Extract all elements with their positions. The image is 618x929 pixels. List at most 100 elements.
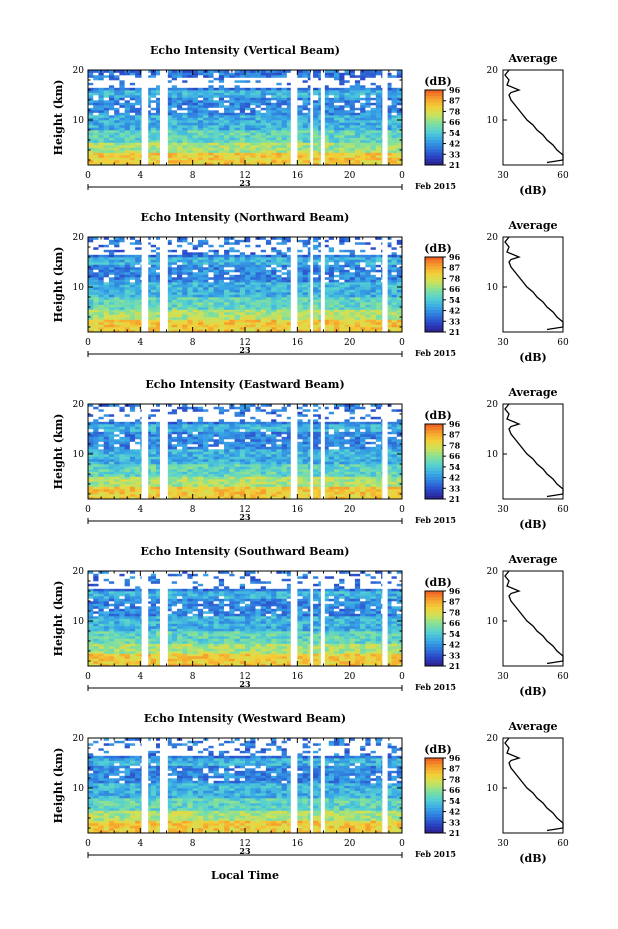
heatmap-cell — [182, 77, 188, 81]
heatmap-cell — [166, 269, 173, 273]
heatmap-cell — [276, 239, 282, 243]
heatmap-cell — [245, 95, 251, 98]
heatmap-cell — [365, 329, 371, 333]
heatmap-cell — [182, 117, 188, 121]
heatmap-cell — [349, 294, 356, 298]
heatmap-cell — [386, 95, 392, 98]
heatmap-cell — [187, 237, 193, 240]
heatmap-cell — [245, 162, 251, 166]
heatmap-cell — [302, 70, 309, 73]
heatmap-cell — [93, 302, 99, 305]
heatmap-cell — [224, 294, 230, 298]
heatmap-cell — [156, 102, 162, 106]
heatmap-cell — [156, 122, 162, 126]
heatmap-cell — [286, 92, 293, 96]
heatmap-cell — [245, 145, 251, 148]
heatmap-cell — [224, 292, 230, 295]
heatmap-cell — [313, 145, 319, 148]
heatmap-cell — [208, 107, 214, 111]
heatmap-cell — [396, 284, 403, 288]
heatmap-cell — [245, 107, 251, 111]
heatmap-cell — [88, 274, 94, 278]
heatmap-cell — [103, 152, 110, 156]
heatmap-cell — [156, 317, 162, 320]
heatmap-cell — [213, 132, 220, 136]
heatmap-cell — [370, 322, 377, 325]
heatmap-cell — [103, 274, 110, 278]
heatmap-cell — [344, 127, 350, 131]
heatmap-cell — [339, 279, 345, 283]
heatmap-cell — [265, 237, 272, 240]
heatmap-cell — [344, 110, 350, 113]
heatmap-cell — [365, 82, 371, 86]
heatmap-cell — [333, 247, 340, 250]
heatmap-cell — [396, 294, 403, 298]
heatmap-cell — [375, 82, 382, 86]
colorbar-segment — [425, 294, 443, 299]
heatmap-cell — [250, 127, 256, 131]
heatmap-cell — [208, 264, 214, 268]
heatmap-cell — [156, 254, 162, 258]
heatmap-cell — [250, 95, 256, 98]
heatmap-cell — [88, 259, 94, 263]
heatmap-cell — [187, 102, 193, 106]
heatmap-cell — [166, 100, 173, 103]
heatmap-cell — [218, 82, 225, 86]
heatmap-cell — [375, 247, 382, 250]
heatmap-cell — [192, 287, 199, 290]
heatmap-cell — [203, 322, 209, 325]
heatmap-cell — [239, 97, 246, 101]
heatmap-cell — [302, 242, 309, 245]
heatmap-cell — [135, 239, 141, 243]
heatmap-cell — [313, 90, 319, 93]
heatmap-cell — [119, 77, 125, 81]
heatmap-cell — [250, 70, 256, 73]
heatmap-cell — [88, 122, 94, 126]
heatmap-cell — [370, 254, 377, 258]
heatmap-cell — [187, 112, 193, 116]
heatmap-cell — [313, 269, 319, 273]
heatmap-cell — [386, 92, 392, 96]
heatmap-cell — [197, 249, 204, 253]
heatmap-cell — [313, 122, 319, 126]
heatmap-cell — [124, 299, 131, 303]
heatmap-cell — [129, 242, 136, 245]
heatmap-cell — [276, 284, 282, 288]
heatmap-cell — [98, 244, 104, 248]
heatmap-cell — [328, 242, 335, 245]
heatmap-cell — [297, 147, 303, 151]
heatmap-cell — [192, 267, 199, 270]
heatmap-cell — [239, 120, 246, 123]
heatmap-cell — [239, 277, 246, 280]
heatmap-cell — [339, 287, 345, 290]
heatmap-cell — [297, 274, 303, 278]
heatmap-cell — [150, 249, 157, 253]
heatmap-cell — [171, 317, 178, 320]
heatmap-cell — [224, 85, 230, 88]
heatmap-cell — [124, 107, 131, 111]
heatmap-cell — [313, 257, 319, 260]
heatmap-cell — [391, 314, 398, 318]
heatmap-cell — [286, 142, 293, 146]
heatmap-cell — [93, 112, 99, 116]
heatmap-cell — [328, 304, 335, 308]
heatmap-cell — [145, 259, 152, 263]
heatmap-cell — [245, 304, 251, 308]
heatmap-cell — [375, 314, 382, 318]
heatmap-cell — [386, 304, 392, 308]
heatmap-cell — [203, 272, 209, 275]
heatmap-cell — [245, 242, 251, 245]
heatmap-cell — [98, 147, 104, 151]
heatmap-cell — [360, 249, 366, 253]
heatmap-cell — [129, 299, 136, 303]
heatmap-cell — [302, 87, 309, 91]
heatmap-cell — [245, 70, 251, 73]
heatmap-cell — [260, 282, 267, 285]
heatmap-cell — [234, 249, 241, 253]
profile-line — [504, 236, 564, 331]
heatmap-cell — [224, 127, 230, 131]
heatmap-cell — [176, 264, 183, 268]
heatmap-cell — [396, 117, 403, 121]
heatmap-cell — [391, 312, 398, 315]
heatmap-cell — [255, 254, 261, 258]
